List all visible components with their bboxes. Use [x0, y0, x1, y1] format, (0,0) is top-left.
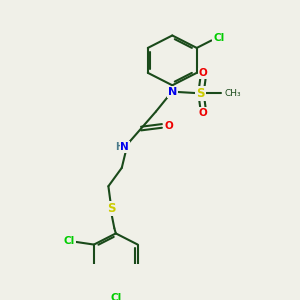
Text: N: N — [120, 142, 129, 152]
Text: O: O — [199, 68, 207, 79]
Text: O: O — [164, 121, 173, 131]
Text: Cl: Cl — [64, 236, 75, 246]
Text: N: N — [168, 87, 177, 97]
Text: S: S — [107, 202, 116, 215]
Text: CH₃: CH₃ — [224, 89, 241, 98]
Text: H: H — [115, 142, 123, 152]
Text: O: O — [199, 108, 207, 118]
Text: S: S — [196, 87, 205, 100]
Text: Cl: Cl — [110, 293, 122, 300]
Text: Cl: Cl — [213, 33, 224, 43]
